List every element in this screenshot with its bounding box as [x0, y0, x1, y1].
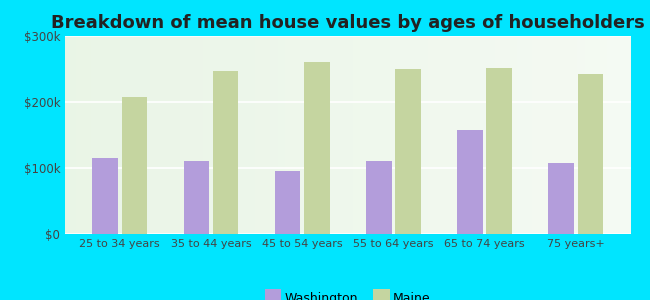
Bar [92, 158, 118, 234]
Bar [213, 71, 239, 234]
Bar [486, 68, 512, 234]
Bar [304, 62, 330, 234]
Bar [549, 163, 574, 234]
Bar [183, 161, 209, 234]
Bar [395, 69, 421, 234]
Bar [457, 130, 483, 234]
Legend: Washington, Maine: Washington, Maine [259, 285, 437, 300]
Title: Breakdown of mean house values by ages of householders: Breakdown of mean house values by ages o… [51, 14, 645, 32]
Bar [275, 171, 300, 234]
Bar [122, 97, 147, 234]
Bar [578, 74, 603, 234]
Bar [366, 161, 391, 234]
